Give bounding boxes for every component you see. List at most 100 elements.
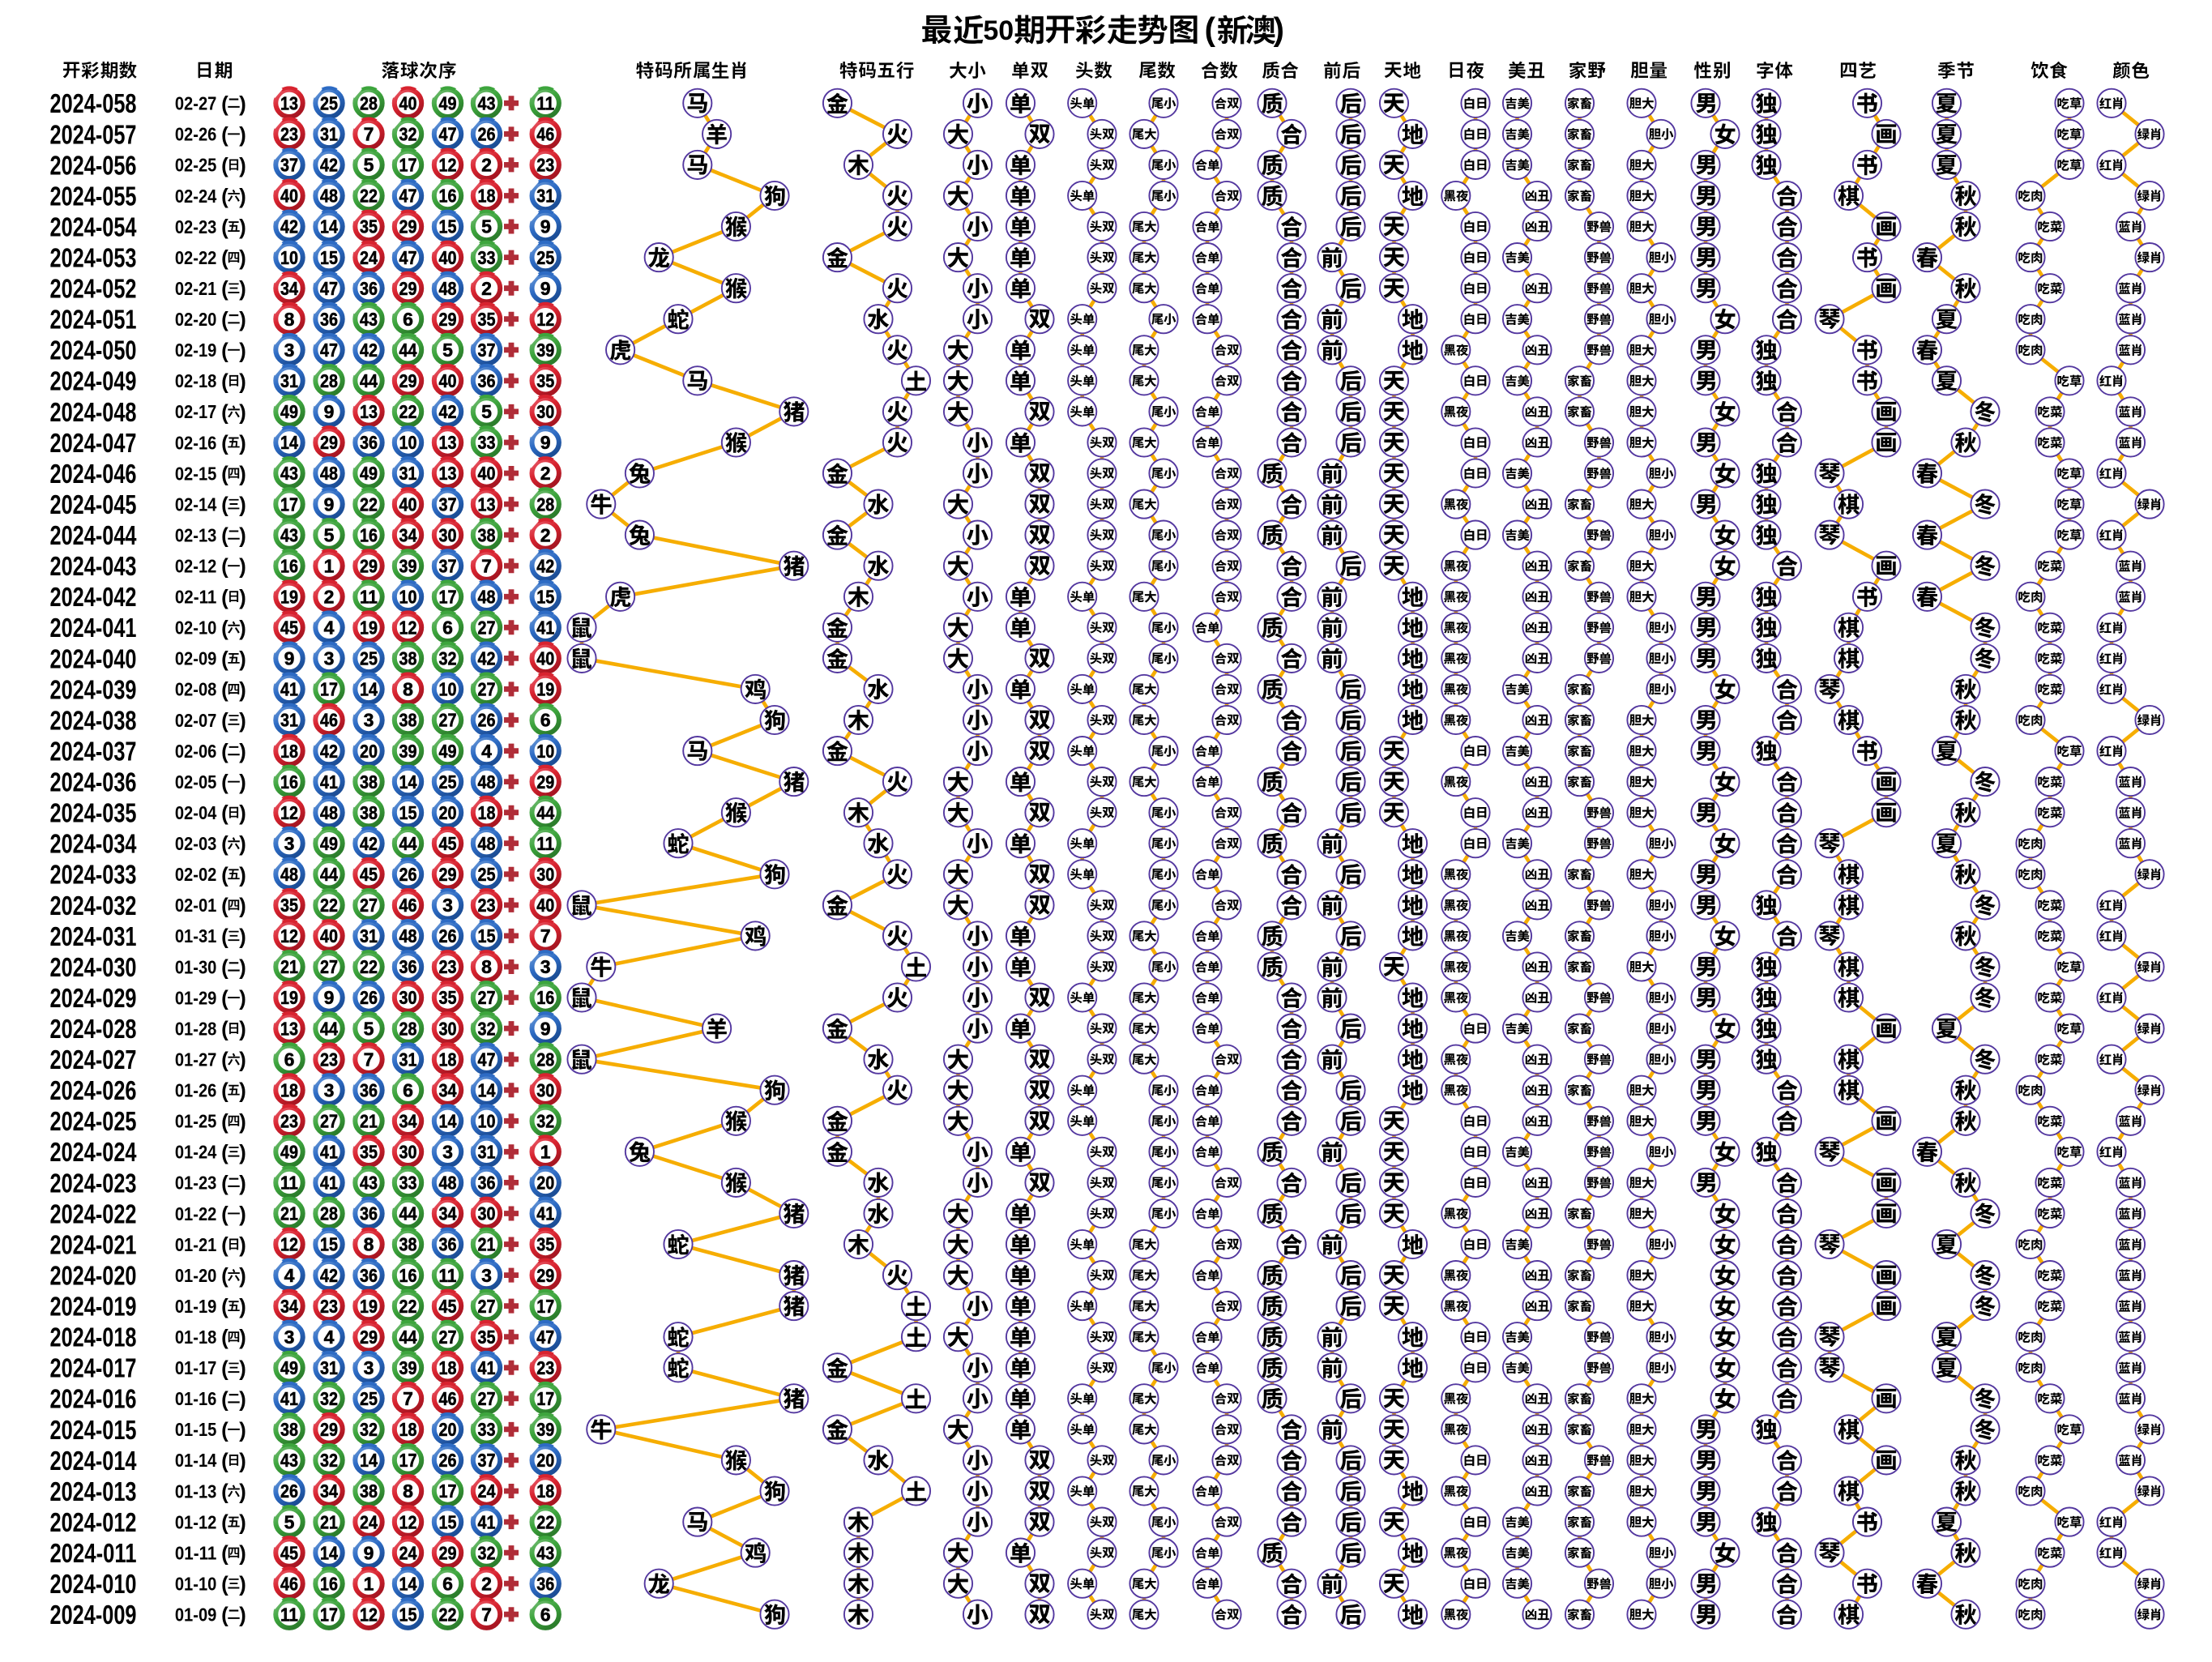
svg-text:2024-054: 2024-054 [50, 211, 137, 241]
svg-text:2024-015: 2024-015 [50, 1415, 137, 1445]
svg-text:): ) [239, 431, 246, 455]
svg-text:(: ( [221, 616, 228, 640]
svg-text:(: ( [221, 307, 228, 331]
svg-text:2024-053: 2024-053 [50, 243, 137, 273]
svg-text:(: ( [221, 585, 228, 609]
svg-text:): ) [239, 739, 246, 763]
svg-text:02-18: 02-18 [175, 370, 217, 391]
svg-text:): ) [239, 1325, 246, 1349]
svg-text:(: ( [221, 739, 228, 763]
svg-text:01-25: 01-25 [175, 1111, 217, 1132]
svg-text:(: ( [221, 246, 228, 270]
svg-text:): ) [239, 1079, 246, 1103]
svg-text:2024-027: 2024-027 [50, 1045, 137, 1075]
svg-text:2024-011: 2024-011 [50, 1538, 137, 1568]
svg-text:2024-036: 2024-036 [50, 767, 137, 797]
svg-text:(: ( [221, 92, 228, 116]
svg-text:): ) [239, 1048, 246, 1072]
svg-text:(: ( [221, 862, 228, 887]
svg-text:02-10: 02-10 [175, 617, 217, 639]
svg-text:): ) [239, 893, 246, 917]
svg-text:(: ( [221, 1202, 228, 1226]
svg-text:): ) [239, 369, 246, 393]
svg-text:2024-030: 2024-030 [50, 952, 137, 982]
svg-text:(: ( [221, 276, 228, 301]
svg-text:2024-037: 2024-037 [50, 737, 137, 767]
svg-text:01-09: 01-09 [175, 1604, 217, 1626]
svg-text:2024-047: 2024-047 [50, 428, 137, 458]
svg-text:(: ( [221, 1048, 228, 1072]
svg-text:2024-033: 2024-033 [50, 860, 137, 890]
svg-text:): ) [239, 1448, 246, 1472]
svg-text:2024-050: 2024-050 [50, 335, 137, 365]
svg-text:2024-043: 2024-043 [50, 551, 137, 581]
svg-text:(: ( [221, 1541, 228, 1566]
svg-text:(: ( [221, 647, 228, 671]
svg-text:2024-056: 2024-056 [50, 150, 137, 180]
svg-text:(: ( [221, 1109, 228, 1134]
svg-text:(: ( [221, 1386, 228, 1411]
svg-text:(: ( [221, 1017, 228, 1041]
svg-text:2024-042: 2024-042 [50, 582, 137, 612]
svg-text:02-14: 02-14 [175, 493, 217, 515]
svg-text:): ) [239, 585, 246, 609]
svg-text:01-29: 01-29 [175, 987, 217, 1008]
svg-text:): ) [239, 523, 246, 548]
svg-text:): ) [239, 554, 246, 579]
svg-text:(: ( [221, 338, 228, 362]
svg-text:02-03: 02-03 [175, 833, 217, 854]
svg-text:): ) [239, 1603, 246, 1627]
svg-text:2024-046: 2024-046 [50, 459, 137, 489]
svg-text:02-08: 02-08 [175, 679, 217, 700]
svg-text:01-26: 01-26 [175, 1080, 217, 1101]
svg-text:01-24: 01-24 [175, 1142, 217, 1163]
svg-text:2024-029: 2024-029 [50, 983, 137, 1013]
svg-text:02-25: 02-25 [175, 155, 217, 176]
svg-text:01-14: 01-14 [175, 1450, 217, 1471]
svg-text:02-01: 02-01 [175, 895, 217, 916]
svg-text:): ) [239, 493, 246, 517]
svg-text:02-19: 02-19 [175, 340, 217, 361]
svg-text:02-13: 02-13 [175, 524, 217, 545]
svg-text:2024-034: 2024-034 [50, 829, 137, 859]
svg-text:(: ( [221, 153, 228, 177]
svg-text:(: ( [221, 399, 228, 424]
svg-text:02-27: 02-27 [175, 93, 217, 114]
svg-text:2024-049: 2024-049 [50, 366, 137, 396]
svg-text:01-31: 01-31 [175, 925, 217, 946]
svg-text:): ) [239, 122, 246, 147]
svg-text:2024-018: 2024-018 [50, 1322, 137, 1352]
svg-text:02-23: 02-23 [175, 216, 217, 237]
svg-text:(: ( [221, 1325, 228, 1349]
svg-text:(: ( [221, 893, 228, 917]
svg-text:2024-058: 2024-058 [50, 88, 137, 118]
svg-text:(: ( [221, 1510, 228, 1535]
svg-text:): ) [239, 307, 246, 331]
svg-text:): ) [239, 1541, 246, 1566]
svg-text:2024-038: 2024-038 [50, 705, 137, 735]
svg-text:): ) [239, 215, 246, 239]
svg-text:2024-041: 2024-041 [50, 613, 137, 643]
svg-text:): ) [239, 862, 246, 887]
svg-text:): ) [239, 1356, 246, 1380]
svg-text:01-23: 01-23 [175, 1173, 217, 1194]
svg-text:2024-019: 2024-019 [50, 1292, 137, 1322]
svg-text:2024-013: 2024-013 [50, 1476, 137, 1506]
svg-text:01-10: 01-10 [175, 1574, 217, 1595]
svg-text:(: ( [221, 831, 228, 856]
svg-text:01-27: 01-27 [175, 1049, 217, 1070]
svg-text:02-21: 02-21 [175, 278, 217, 299]
svg-text:2024-028: 2024-028 [50, 1014, 137, 1044]
svg-text:01-11: 01-11 [175, 1542, 217, 1563]
svg-text:): ) [239, 1140, 246, 1164]
svg-text:): ) [239, 1386, 246, 1411]
svg-text:): ) [239, 708, 246, 733]
svg-text:02-05: 02-05 [175, 771, 217, 793]
svg-text:01-22: 01-22 [175, 1203, 217, 1224]
svg-text:(: ( [221, 708, 228, 733]
svg-text:): ) [1274, 12, 1284, 48]
svg-text:01-17: 01-17 [175, 1357, 217, 1378]
svg-text:2024-014: 2024-014 [50, 1446, 137, 1476]
svg-text:(: ( [221, 1079, 228, 1103]
svg-text:): ) [239, 1171, 246, 1195]
